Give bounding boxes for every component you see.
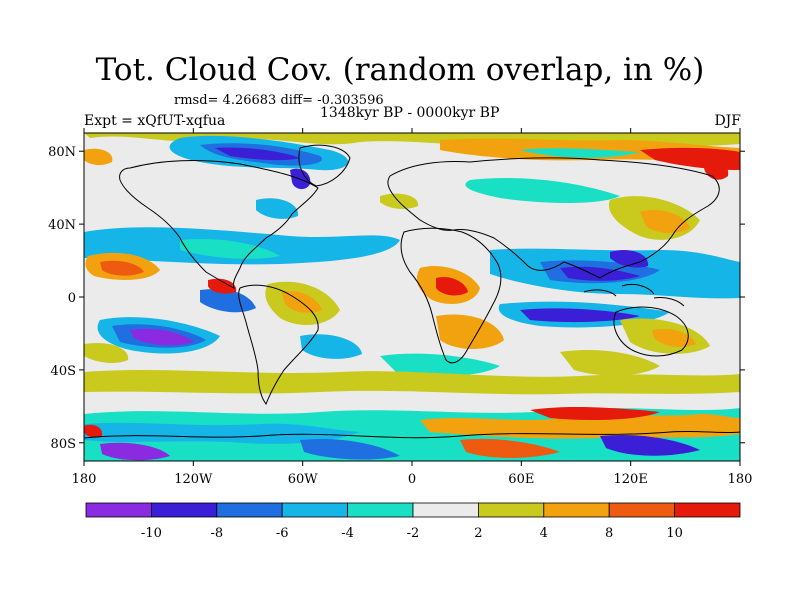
anomaly-region bbox=[465, 177, 620, 203]
lon-tick-label: 60E bbox=[508, 472, 534, 487]
anomaly-region bbox=[84, 422, 360, 444]
colorbar-label: 10 bbox=[666, 526, 683, 541]
colorbar-label: -4 bbox=[341, 526, 354, 541]
anomaly-region bbox=[180, 238, 280, 259]
lon-tick-label: 180 bbox=[728, 472, 753, 487]
anomaly-region bbox=[560, 349, 660, 376]
anomaly-region bbox=[200, 288, 256, 313]
anomaly-region bbox=[100, 260, 144, 276]
coastline-africa bbox=[400, 227, 502, 364]
anomaly-region bbox=[208, 278, 237, 294]
longitude-axis: 180 120W 60W 0 60E 120E 180 bbox=[72, 128, 753, 487]
anomaly-region bbox=[520, 148, 640, 158]
stats-label: rmsd= 4.26683 diff= -0.303596 bbox=[174, 93, 384, 108]
coastline-maritime-continent bbox=[583, 283, 685, 307]
anomaly-region bbox=[130, 328, 194, 346]
anomaly-region bbox=[84, 342, 129, 363]
colorbar-swatch bbox=[216, 502, 283, 518]
chart-title: Tot. Cloud Cov. (random overlap, in %) bbox=[95, 52, 705, 88]
coastlines bbox=[84, 144, 740, 439]
colorbar-label: 8 bbox=[605, 526, 613, 541]
anomaly-region bbox=[520, 308, 640, 323]
colorbar-swatch bbox=[477, 502, 545, 518]
lat-tick-label: 40S bbox=[51, 364, 76, 379]
anomaly-region bbox=[610, 249, 649, 268]
coastline-north-america bbox=[119, 160, 319, 289]
anomaly-region bbox=[652, 328, 696, 347]
colorbar-label: -10 bbox=[141, 526, 162, 541]
lon-tick-label: 0 bbox=[408, 472, 416, 487]
period-label: 1348kyr BP - 0000kyr BP bbox=[320, 105, 500, 121]
lat-tick-label: 40N bbox=[48, 218, 76, 233]
colorbar-label: -8 bbox=[210, 526, 223, 541]
anomaly-region bbox=[530, 406, 660, 420]
anomaly-region bbox=[380, 353, 500, 376]
coastline-australia bbox=[613, 306, 689, 357]
lon-tick-label: 60W bbox=[288, 472, 319, 487]
anomaly-region bbox=[704, 158, 729, 180]
colorbar-swatch bbox=[85, 502, 152, 518]
anomaly-region bbox=[84, 424, 103, 438]
anomaly-region bbox=[600, 434, 700, 456]
experiment-label: Expt = xQfUT-xqfua bbox=[84, 113, 226, 129]
lon-tick-label: 180 bbox=[72, 472, 97, 487]
anomaly-region bbox=[300, 438, 400, 460]
colorbar-swatch bbox=[543, 502, 610, 518]
coastline-greenland bbox=[298, 144, 351, 187]
lon-tick-label: 120W bbox=[174, 472, 213, 487]
coastline-south-america bbox=[238, 284, 319, 406]
anomaly-region bbox=[560, 266, 640, 281]
colorbar-label: 4 bbox=[540, 526, 548, 541]
colorbar: -10 -8 -6 -4 -2 2 4 8 10 bbox=[85, 502, 741, 541]
colorbar-swatch bbox=[281, 502, 349, 518]
lat-tick-label: 80S bbox=[51, 437, 76, 452]
anomaly-region bbox=[215, 147, 300, 161]
season-label: DJF bbox=[714, 113, 741, 129]
colorbar-swatch bbox=[674, 502, 741, 518]
colorbar-swatch bbox=[412, 502, 479, 518]
map-panel bbox=[83, 132, 741, 462]
coastline-antarctica bbox=[84, 430, 740, 439]
map-background bbox=[84, 133, 740, 461]
lat-tick-label: 0 bbox=[68, 291, 76, 306]
colorbar-swatch bbox=[150, 502, 218, 518]
lon-tick-label: 120E bbox=[614, 472, 648, 487]
colorbar-label: 2 bbox=[474, 526, 482, 541]
colorbar-swatch bbox=[347, 502, 414, 518]
anomaly-region bbox=[84, 370, 740, 395]
anomaly-region bbox=[436, 314, 504, 349]
colorbar-swatch bbox=[608, 502, 676, 518]
anomaly-region bbox=[84, 148, 113, 166]
anomaly-region bbox=[460, 438, 560, 458]
anomaly-region bbox=[256, 198, 299, 219]
colorbar-label: -6 bbox=[276, 526, 289, 541]
latitude-axis: 80N 40N 0 40S 80S bbox=[48, 145, 745, 452]
lat-tick-label: 80N bbox=[48, 145, 76, 160]
anomaly-region bbox=[84, 133, 740, 146]
anomaly-field bbox=[84, 133, 740, 461]
anomaly-region bbox=[436, 276, 468, 296]
colorbar-label: -2 bbox=[407, 526, 420, 541]
anomaly-region bbox=[640, 209, 690, 234]
anomaly-region bbox=[100, 442, 170, 461]
anomaly-region bbox=[300, 334, 362, 359]
